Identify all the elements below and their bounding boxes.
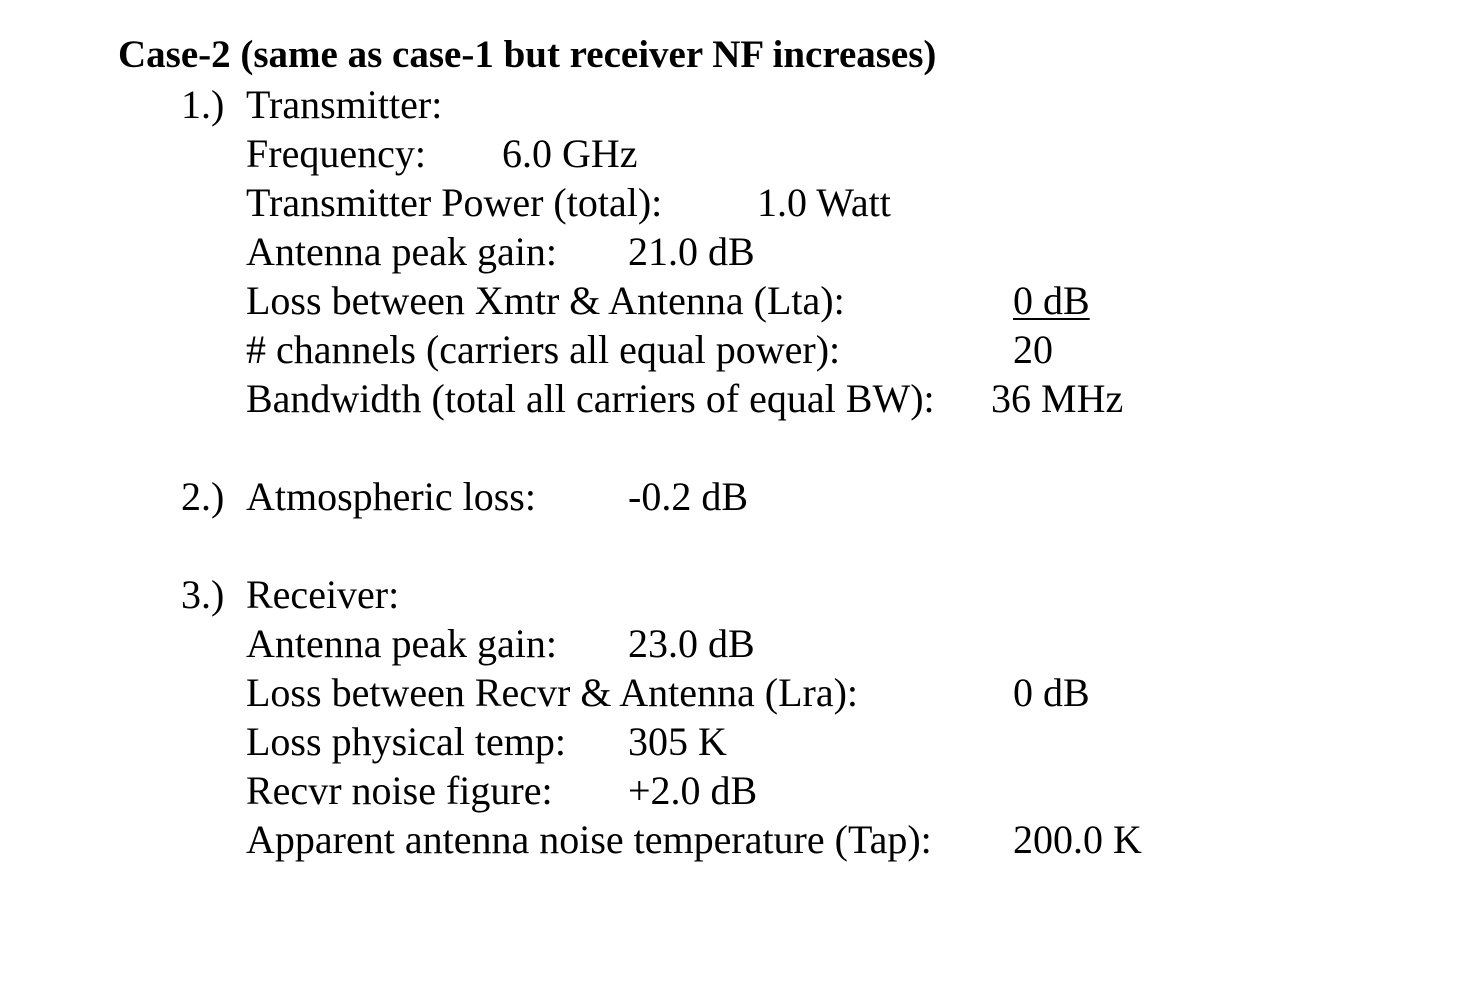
- tx-antenna-gain-value: 21.0 dB: [628, 229, 755, 274]
- rx-noise-figure-value: +2.0 dB: [628, 768, 758, 813]
- section-2-number: 2.): [181, 474, 225, 519]
- section-3-number: 3.): [181, 572, 225, 617]
- case-title: Case-2 (same as case-1 but receiver NF i…: [118, 33, 937, 76]
- rx-antenna-gain-label: Antenna peak gain:: [246, 621, 557, 666]
- tx-channels-label: # channels (carriers all equal power):: [246, 327, 841, 372]
- rx-antenna-noise-temp-value: 200.0 K: [1013, 817, 1142, 862]
- rx-loss-temp-label: Loss physical temp:: [246, 719, 566, 764]
- tx-power-label: Transmitter Power (total):: [246, 180, 663, 225]
- tx-frequency-value: 6.0 GHz: [502, 131, 638, 176]
- tx-channels-value: 20: [1013, 327, 1053, 372]
- rx-loss-lra-value: 0 dB: [1013, 670, 1090, 715]
- rx-loss-lra-label: Loss between Recvr & Antenna (Lra):: [246, 670, 859, 715]
- section-3-heading: Receiver:: [246, 572, 400, 617]
- rx-noise-figure-label: Recvr noise figure:: [246, 768, 553, 813]
- rx-antenna-gain-value: 23.0 dB: [628, 621, 755, 666]
- tx-antenna-gain-label: Antenna peak gain:: [246, 229, 557, 274]
- tx-frequency-label: Frequency:: [246, 131, 426, 176]
- tx-bandwidth-label: Bandwidth (total all carriers of equal B…: [246, 376, 935, 421]
- tx-bandwidth-value: 36 MHz: [991, 376, 1124, 421]
- rx-antenna-noise-temp-label: Apparent antenna noise temperature (Tap)…: [246, 817, 932, 862]
- atmospheric-loss-value: -0.2 dB: [628, 474, 748, 519]
- rx-loss-temp-value: 305 K: [628, 719, 727, 764]
- section-2-heading: Atmospheric loss:: [246, 474, 536, 519]
- tx-power-value: 1.0 Watt: [757, 180, 891, 225]
- section-1-heading: Transmitter:: [246, 82, 443, 127]
- tx-loss-lta-value: 0 dB: [1013, 278, 1090, 323]
- tx-loss-lta-label: Loss between Xmtr & Antenna (Lta):: [246, 278, 845, 323]
- section-1-number: 1.): [181, 82, 225, 127]
